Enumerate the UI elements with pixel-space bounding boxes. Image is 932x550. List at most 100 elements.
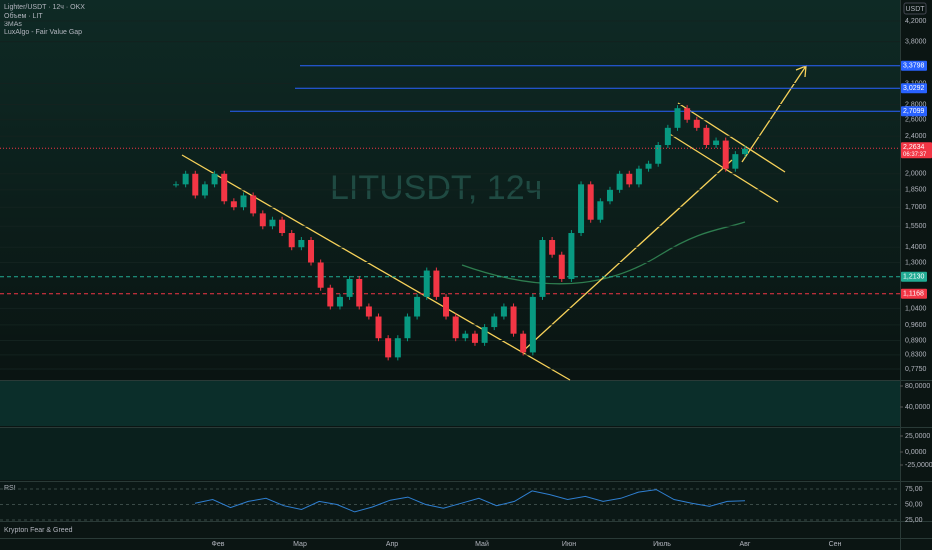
candle (664, 127, 671, 145)
candle (452, 316, 459, 339)
candle (674, 108, 681, 128)
price-tick-label: 2,4000 (905, 133, 927, 140)
candle (385, 338, 392, 358)
candle (549, 240, 556, 255)
rsi-line (194, 489, 746, 513)
candle (375, 316, 382, 339)
candle (500, 306, 507, 317)
trendline (521, 159, 733, 353)
candle (240, 195, 247, 208)
candle (722, 140, 729, 169)
level-label: 2,7099 (903, 108, 925, 115)
last-price-label: 2,2634 (903, 144, 925, 151)
rsi-tick-label: 25,00 (905, 517, 923, 524)
candle (655, 144, 662, 164)
indicator: Объем · LIT (4, 12, 43, 20)
candle (645, 163, 652, 169)
candle (356, 278, 363, 307)
candle (635, 168, 642, 185)
candle (423, 270, 430, 297)
rsi-tick-label: 75,00 (905, 486, 923, 493)
candle (404, 316, 411, 339)
candle (308, 240, 315, 263)
candle (462, 333, 469, 339)
candle (259, 213, 266, 227)
candle (732, 154, 739, 169)
countdown: 06:37:37 (903, 152, 927, 158)
volume-pane (0, 380, 900, 426)
price-tick-label: 2,8000 (905, 101, 927, 108)
candle (742, 148, 748, 155)
candle (713, 140, 720, 145)
candle (558, 254, 565, 279)
price-tick-label: 1,8500 (905, 187, 927, 194)
candle (250, 195, 257, 214)
level-label: 3,3798 (903, 63, 925, 70)
currency: USDT (905, 6, 925, 13)
fear-greed-pane (0, 522, 900, 538)
rsi-tick-label: 50,00 (905, 501, 923, 508)
price-tick-label: 0,8300 (905, 352, 927, 359)
candle (182, 173, 189, 185)
candle (279, 219, 286, 234)
level-label-bg (901, 271, 927, 282)
price-tick-label: 0,8900 (905, 337, 927, 344)
price-tick-label: 2,6000 (905, 117, 927, 124)
candle (471, 333, 478, 343)
candle (201, 184, 208, 196)
trendline (677, 102, 786, 173)
time-label: Май (475, 540, 489, 548)
pane-tick-label: 0,0000 (905, 449, 927, 456)
time-label: Апр (386, 541, 398, 548)
candle (539, 240, 546, 297)
candle (578, 184, 585, 234)
time-label: Авг (740, 541, 751, 548)
fear-greed-title: Krypton Fear & Greed (4, 527, 73, 534)
candle (587, 184, 594, 220)
candle (568, 233, 575, 279)
level-label: 1,1168 (903, 291, 924, 298)
candle (433, 270, 440, 297)
candle (346, 278, 353, 297)
level-label: 1,2130 (903, 274, 925, 281)
candle (288, 233, 295, 248)
price-tick-label: 1,7000 (905, 204, 927, 211)
candle (684, 108, 691, 120)
price-tick-label: 1,5500 (905, 223, 927, 230)
rsi-title: RSI (4, 485, 16, 492)
watermark: LITUSDT, 12ч (330, 169, 542, 207)
candle (336, 296, 343, 307)
candle (192, 173, 199, 196)
price-tick-label: 1,4000 (905, 244, 927, 251)
pane-tick-label: 40,0000 (905, 404, 930, 411)
time-label: Сен (829, 541, 842, 548)
level-label: 3,0292 (903, 85, 925, 92)
candle (327, 287, 334, 307)
candle (606, 189, 613, 202)
time-label: Июль (653, 541, 671, 548)
candle (597, 201, 604, 220)
candle (173, 184, 179, 186)
price-tick-label: 4,2000 (905, 18, 927, 25)
candle (365, 306, 372, 317)
time-label: Июн (562, 541, 576, 548)
level-label-bg (901, 83, 927, 94)
price-tick-label: 0,7750 (905, 366, 927, 373)
candle (394, 338, 401, 358)
level-label-bg (901, 60, 927, 71)
pane-tick-label: 80,0000 (905, 383, 930, 390)
candle (221, 173, 228, 202)
trendline (181, 154, 571, 381)
time-label: Фев (212, 541, 225, 548)
price-tick-label: 3,8000 (905, 38, 927, 45)
indicator: LuxAlgo - Fair Value Gap (4, 29, 82, 36)
rsi-pane (0, 482, 900, 520)
candle (298, 240, 305, 248)
candle (481, 327, 488, 343)
candle (317, 262, 324, 288)
osc-pane (0, 428, 900, 480)
candle (510, 306, 517, 334)
level-label-bg (901, 288, 927, 299)
